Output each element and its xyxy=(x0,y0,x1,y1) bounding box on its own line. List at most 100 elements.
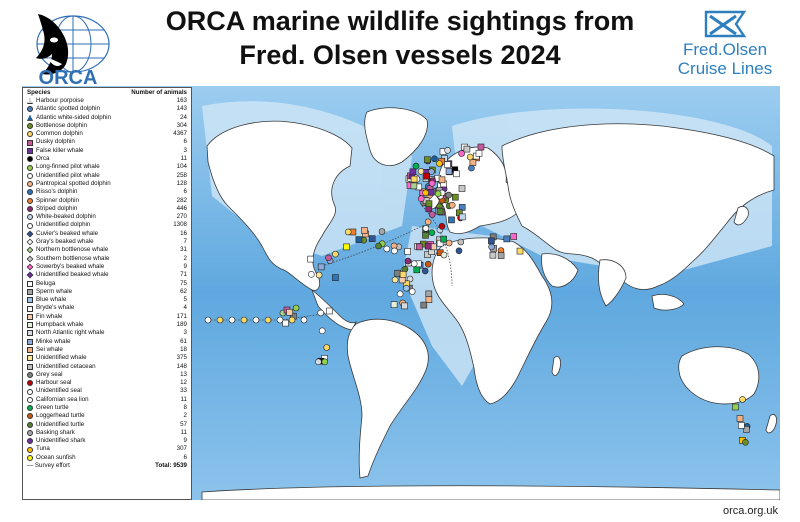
south-america xyxy=(346,318,429,479)
legend-item-name: Risso's dolphin xyxy=(36,188,78,196)
sighting-marker xyxy=(398,276,406,284)
legend-item: Grey seal 13 xyxy=(23,371,191,379)
sighting-marker xyxy=(425,296,433,303)
sighting-marker xyxy=(321,358,329,366)
sighting-marker xyxy=(326,307,333,315)
fred-olsen-text: Fred.Olsen Cruise Lines xyxy=(662,40,788,78)
legend-item-count: 304 xyxy=(176,121,187,129)
legend-symbol-icon xyxy=(26,238,34,246)
legend-symbol-icon xyxy=(26,263,34,271)
sighting-marker xyxy=(488,237,495,245)
sighting-marker xyxy=(444,146,451,154)
legend-symbol-icon xyxy=(27,123,33,130)
sighting-marker xyxy=(448,216,455,224)
legend-item-count: 143 xyxy=(176,105,187,113)
sighting-marker xyxy=(421,267,429,275)
legend-item-name: Unidentified turtle xyxy=(36,420,85,428)
legend-item: Unidentified pilot whale 258 xyxy=(23,172,191,180)
legend-item-name: Northern bottlenose whale xyxy=(36,246,109,254)
sighting-marker xyxy=(463,145,471,153)
legend-item-name: Grey seal xyxy=(36,370,63,378)
africa xyxy=(431,237,553,405)
sighting-marker xyxy=(343,243,350,251)
legend-symbol-icon xyxy=(27,405,33,412)
legend-item-count: 3 xyxy=(183,329,187,337)
legend-item-name: False killer whale xyxy=(36,146,84,154)
legend-item-count: 7 xyxy=(183,238,187,246)
legend-item-count: 282 xyxy=(176,196,187,204)
legend-item-name: Unidentified cetacean xyxy=(36,362,96,370)
sighting-marker xyxy=(422,232,429,239)
legend-symbol-icon xyxy=(27,147,33,154)
legend-symbol-icon xyxy=(27,139,33,146)
legend-symbol-icon xyxy=(27,197,33,204)
sighting-marker xyxy=(424,156,431,163)
sighting-marker xyxy=(445,168,453,175)
sighting-marker xyxy=(307,271,315,278)
sighting-marker xyxy=(375,242,382,250)
sighting-marker xyxy=(458,213,466,221)
legend-item-name: Gray's beaked whale xyxy=(36,238,94,246)
sighting-marker xyxy=(228,316,236,324)
legend-item: White-beaked dolphin 270 xyxy=(23,213,191,221)
legend-symbol-icon xyxy=(27,189,33,196)
legend-item-name: Atlantic white-sided dolphin xyxy=(36,113,111,121)
sighting-marker xyxy=(445,191,453,199)
legend-item-count: 5 xyxy=(183,296,187,304)
sighting-marker xyxy=(378,228,386,235)
sighting-marker xyxy=(396,290,404,298)
legend-item-count: 6 xyxy=(183,453,187,461)
legend-symbol-icon xyxy=(27,164,33,171)
legend-item: Sperm whale 62 xyxy=(23,288,191,296)
legend-item-count: 75 xyxy=(180,279,187,287)
sighting-marker xyxy=(444,161,451,168)
sighting-marker xyxy=(516,247,524,255)
legend-item-name: Unidentified beaked whale xyxy=(36,271,109,279)
sighting-marker xyxy=(410,175,418,183)
sighting-marker xyxy=(488,243,495,251)
legend-item: Green turtle 8 xyxy=(23,404,191,412)
sighting-marker xyxy=(424,218,432,226)
sighting-marker xyxy=(497,252,505,259)
sighting-marker xyxy=(428,229,436,236)
legend-item-count: 71 xyxy=(180,271,187,279)
sighting-marker xyxy=(409,168,417,176)
legend-item-count: 148 xyxy=(176,362,187,370)
legend-item-count: 62 xyxy=(180,287,187,295)
legend-item-name: Dusky dolphin xyxy=(36,138,75,146)
sighting-marker xyxy=(264,316,272,324)
legend-item-name: Striped dolphin xyxy=(36,204,78,212)
legend-item-count: 2 xyxy=(183,254,187,262)
sighting-marker xyxy=(307,255,315,263)
legend-symbol-icon xyxy=(26,255,34,263)
legend-item: Atlantic white-sided dolphin 24 xyxy=(23,114,191,122)
sighting-marker xyxy=(315,271,323,279)
legend-item-name: Green turtle xyxy=(36,403,69,411)
legend-item-name: Harbour porpoise xyxy=(36,97,84,104)
sightings-layer xyxy=(204,143,751,446)
legend-item: North Atlantic right whale 3 xyxy=(23,329,191,337)
sighting-marker xyxy=(428,180,436,187)
sighting-marker xyxy=(445,239,453,247)
legend-item-count: 11 xyxy=(180,395,187,403)
legend-item-name: Unidentified dolphin xyxy=(36,221,91,229)
legend-item: Loggerhead turtle 2 xyxy=(23,412,191,420)
legend-item-count: 446 xyxy=(176,204,187,212)
legend-item-count: 24 xyxy=(180,113,187,121)
sighting-marker xyxy=(318,327,326,335)
footer-url: orca.org.uk xyxy=(722,505,778,517)
legend-symbol-icon xyxy=(27,413,33,420)
legend-item-count: 6 xyxy=(183,138,187,146)
legend-item: Dusky dolphin 6 xyxy=(23,138,191,146)
legend-item-count: 8 xyxy=(183,403,187,411)
legend-item-count: 6 xyxy=(183,188,187,196)
sighting-marker xyxy=(401,302,408,310)
sighting-marker xyxy=(325,254,332,262)
legend-symbol-icon xyxy=(27,214,33,221)
legend-item-name: Minke whale xyxy=(36,337,71,345)
legend-item: False killer whale 3 xyxy=(23,147,191,155)
sighting-marker xyxy=(738,422,745,429)
legend-item-count: 16 xyxy=(180,229,187,237)
legend-header-species: Species xyxy=(27,89,51,96)
legend-item-name: Common dolphin xyxy=(36,130,83,138)
